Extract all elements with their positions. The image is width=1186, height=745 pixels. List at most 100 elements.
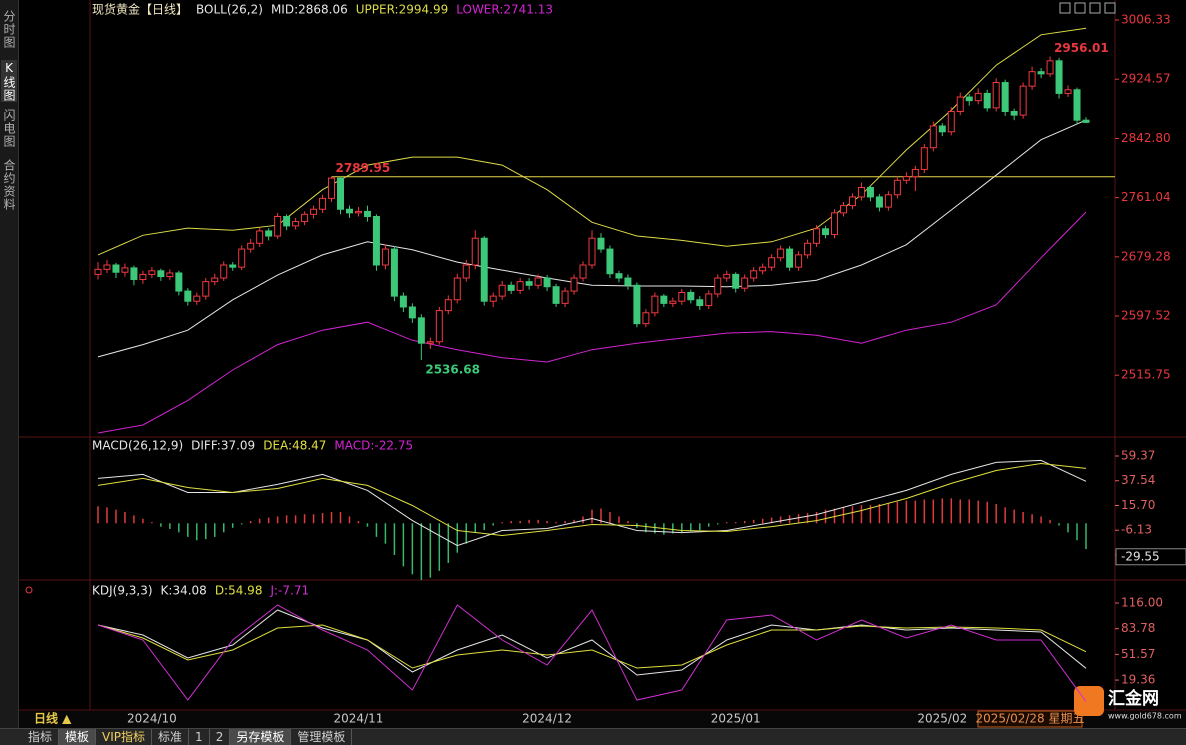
indicator-line [97, 609, 1087, 676]
candle-body [390, 248, 398, 297]
candle-body [561, 290, 569, 304]
candle-body [822, 228, 830, 236]
indicator-line [97, 604, 1087, 702]
toolbar-tab[interactable]: 模板 [59, 729, 97, 745]
y-tick-label: 2761.04 [1121, 190, 1171, 204]
candle-body [534, 277, 542, 286]
sidebar-tab[interactable]: 分时图 [2, 9, 16, 49]
y-tick-label: 2924.57 [1121, 72, 1171, 86]
candle-body [166, 272, 174, 278]
candle-body [148, 270, 156, 275]
candle-body [345, 208, 353, 214]
candle-body [310, 208, 318, 215]
candle-body [372, 215, 380, 266]
y-tick-label: 83.78 [1121, 621, 1155, 635]
candle-body [274, 215, 282, 237]
indicator-line [97, 119, 1087, 358]
candle-body [94, 268, 102, 275]
toolbar-tab[interactable]: 指标 [0, 729, 60, 745]
candle-body [130, 267, 138, 280]
candle-body [884, 194, 892, 208]
candle-body [462, 264, 470, 279]
candle-body [1010, 111, 1018, 116]
candle-body [795, 254, 803, 268]
cursor-value-box [1115, 548, 1186, 566]
candle-body [1001, 82, 1009, 113]
icon[interactable] [1104, 2, 1116, 14]
price-annotation: 2789.95 [336, 161, 391, 175]
candle-body [1037, 71, 1045, 75]
y-tick-label: 19.36 [1121, 673, 1155, 687]
candle-body [426, 341, 434, 344]
candle-body [516, 281, 524, 291]
candle-body [902, 176, 910, 181]
candle-body [498, 284, 506, 297]
icon[interactable] [1089, 2, 1101, 14]
price-annotation: 2536.68 [425, 363, 480, 377]
y-tick-label: 51.57 [1121, 647, 1155, 661]
toolbar-tab[interactable]: 2 [210, 729, 231, 745]
candle-body [642, 312, 650, 325]
candle-body [507, 284, 515, 291]
candle-body [651, 295, 659, 314]
legend-entry: J:-7.71 [269, 584, 309, 598]
candle-body [804, 242, 812, 256]
candle-body [588, 237, 596, 266]
legend-entry: D:54.98 [215, 584, 263, 598]
icon[interactable] [1059, 2, 1071, 14]
candle-body [741, 277, 749, 289]
candle-body [229, 264, 237, 268]
candle-body [453, 277, 461, 301]
toolbar-tab[interactable]: 1 [189, 729, 210, 745]
icon [25, 586, 33, 594]
candle-body [1028, 71, 1036, 87]
candle-body [193, 295, 201, 302]
candle-body [678, 292, 686, 302]
candle-body [983, 92, 991, 109]
candle-body [1046, 60, 1054, 75]
cursor-date-box [977, 710, 1083, 728]
candle-body [759, 266, 767, 272]
candle-body [175, 272, 183, 292]
watermark-name: 汇金网 [1108, 688, 1159, 709]
candle-body [1055, 60, 1063, 94]
indicator-line [97, 462, 1087, 537]
candle-body [381, 248, 389, 266]
x-tick-label: 2024/12 [522, 712, 572, 726]
legend-entry: DIFF:37.09 [191, 439, 255, 453]
candle-body [337, 177, 345, 210]
chart-area: 日线 ▲ 2025/02/28 星期五 汇金网 www.gold678.com … [0, 0, 1186, 728]
candle-body [399, 295, 407, 308]
toolbar-tab[interactable]: 管理模板 [291, 729, 353, 745]
candle-body [660, 295, 668, 304]
candle-body [408, 306, 416, 319]
candle-body [875, 196, 883, 208]
sidebar-tab[interactable]: 合约资料 [2, 159, 16, 211]
sidebar-tab[interactable]: K线图 [1, 60, 17, 102]
period-label[interactable]: 日线 ▲ [34, 711, 72, 726]
x-tick-label: 2025/01 [711, 712, 761, 726]
candle-body [857, 187, 865, 198]
toolbar-tab[interactable]: VIP指标 [96, 729, 153, 745]
candle-body [139, 273, 147, 280]
candle-body [157, 270, 165, 278]
background [0, 0, 1186, 728]
toolbar-tab[interactable]: 另存模板 [230, 729, 292, 745]
candle-body [112, 264, 120, 273]
candle-body [247, 242, 255, 250]
y-tick-label: 2679.28 [1121, 249, 1171, 263]
candle-body [444, 299, 452, 312]
window-controls [1059, 2, 1116, 14]
icon[interactable] [1074, 2, 1086, 14]
candle-body [696, 299, 704, 307]
candle-body [1064, 89, 1072, 94]
candle-body [597, 237, 605, 250]
candle-body [813, 228, 821, 244]
toolbar-tab[interactable]: 标准 [152, 729, 190, 745]
candle-body [1073, 89, 1081, 121]
candle-body [992, 82, 1000, 109]
candle-body [633, 284, 641, 325]
candle-body [489, 295, 497, 302]
sidebar-tab[interactable]: 闪电图 [2, 108, 16, 148]
